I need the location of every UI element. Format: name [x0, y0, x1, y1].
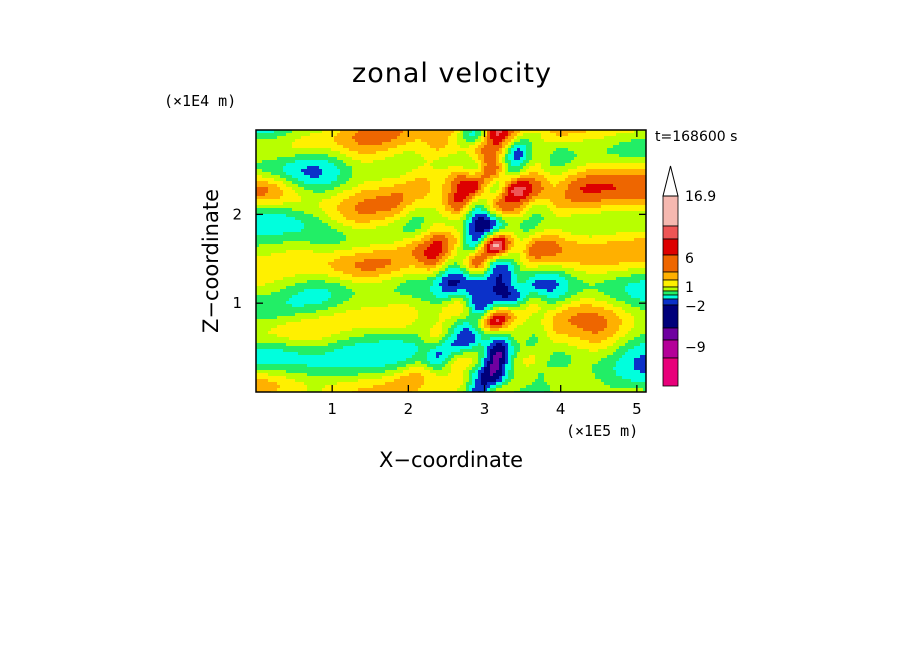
colorbar-segment [662, 357, 679, 387]
time-label: t=168600 s [655, 129, 738, 145]
colorbar-label: 6 [685, 251, 694, 267]
plot-frame [255, 129, 647, 393]
colorbar: 16.9 6 1 −2 −9 [662, 165, 716, 387]
y-axis-ticks: 12 [232, 205, 646, 312]
x-axis-unit: (×1E5 m) [566, 422, 639, 440]
colorbar-segment [662, 339, 679, 359]
x-tick-label: 4 [556, 400, 566, 418]
x-axis-ticks: 1 2 3 4 5 [327, 130, 642, 418]
colorbar-label: −9 [685, 340, 706, 356]
x-tick-label: 5 [632, 400, 642, 418]
colorbar-segment [662, 225, 679, 240]
colorbar-extend-arrow [662, 165, 679, 197]
colorbar-segment [662, 238, 679, 256]
colorbar-segment [662, 304, 679, 329]
colorbar-segment [662, 290, 679, 296]
colorbar-segment [662, 271, 679, 281]
colorbar-segment [662, 294, 679, 300]
x-tick-label: 3 [480, 400, 490, 418]
colorbar-segment [662, 254, 679, 273]
velocity-field [256, 130, 646, 392]
x-tick-label: 2 [404, 400, 414, 418]
colorbar-segment [662, 286, 679, 292]
colorbar-segment [662, 195, 679, 227]
chart-title: zonal velocity [352, 58, 552, 89]
colorbar-label: 16.9 [685, 189, 716, 205]
colorbar-segment [662, 327, 679, 341]
x-tick-label: 1 [327, 400, 337, 418]
y-axis-unit: (×1E4 m) [164, 92, 237, 110]
colorbar-segment [662, 279, 679, 288]
colorbar-label: −2 [685, 299, 706, 315]
colorbar-label: 1 [685, 280, 694, 296]
y-tick-label: 1 [232, 294, 242, 312]
y-tick-label: 2 [232, 205, 242, 223]
x-axis-label: X−coordinate [379, 448, 523, 472]
colorbar-segment [662, 298, 679, 306]
